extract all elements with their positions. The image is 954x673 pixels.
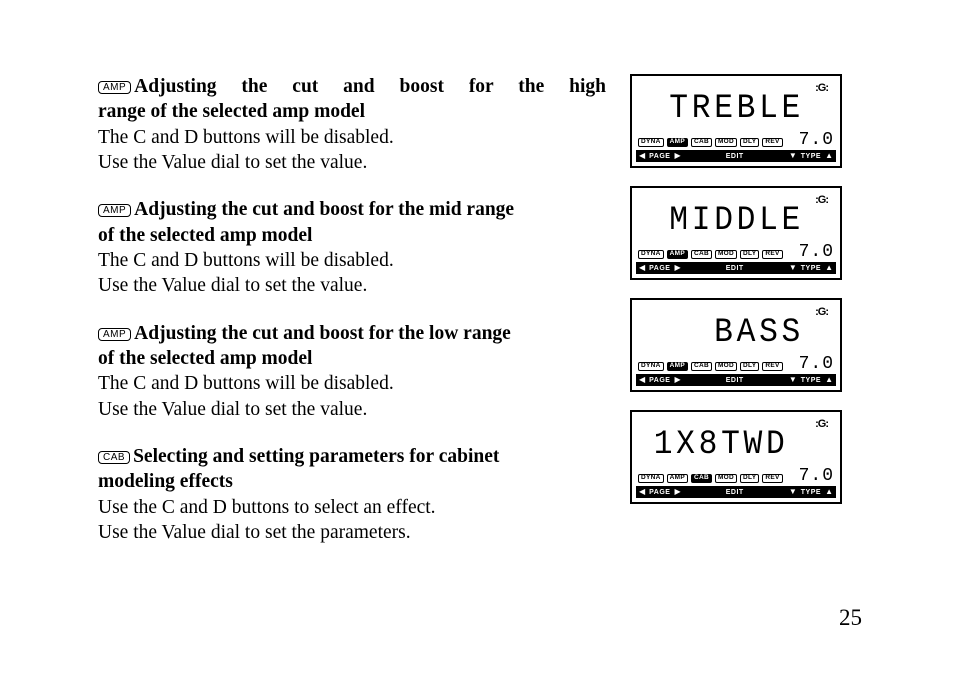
lcd-value: 7.0	[799, 466, 834, 486]
page-segment: ◀PAGE▶	[639, 264, 681, 272]
lcd-main-text: TREBLE	[646, 90, 804, 128]
lcd-chip: DYNA	[638, 362, 664, 372]
lcd-chip-row: DYNAAMPCABMODDLYREV	[638, 250, 800, 260]
lcd-chip-row: DYNAAMPCABMODDLYREV	[638, 138, 800, 148]
lcd-chip: REV	[762, 138, 782, 148]
lcd-chip: CAB	[691, 138, 712, 148]
lcd-main-text: MIDDLE	[646, 202, 804, 240]
section-heading: AMPAdjusting the cut and boost for the l…	[98, 321, 606, 372]
type-segment: ▼TYPE▲	[789, 264, 833, 272]
lcd-value: 7.0	[799, 242, 834, 262]
lcd-bottom-bar: ◀PAGE▶ EDIT ▼TYPE▲	[636, 262, 836, 274]
g-icon: :G:	[815, 194, 828, 206]
section-heading: AMPAdjusting the cut and boost for the m…	[98, 197, 606, 248]
lcd-chip: DYNA	[638, 474, 664, 484]
section-tag: AMP	[98, 204, 131, 217]
lcd-chip: DLY	[740, 362, 759, 372]
section-heading: CABSelecting and setting parameters for …	[98, 444, 606, 495]
section-tag: AMP	[98, 81, 131, 94]
section-body-line: Use the Value dial to set the parameters…	[98, 520, 606, 545]
edit-segment: EDIT	[723, 153, 747, 160]
lcd-chip: DYNA	[638, 138, 664, 148]
manual-section: AMPAdjusting the cut and boost for the l…	[98, 321, 606, 422]
lcd-bottom-bar: ◀PAGE▶ EDIT ▼TYPE▲	[636, 486, 836, 498]
lcd-chip: AMP	[667, 474, 688, 484]
edit-segment: EDIT	[723, 265, 747, 272]
g-icon: :G:	[815, 418, 828, 430]
lcd-value: 7.0	[799, 354, 834, 374]
section-body-line: Use the C and D buttons to select an eff…	[98, 495, 606, 520]
g-icon: :G:	[815, 306, 828, 318]
section-body-line: Use the Value dial to set the value.	[98, 397, 606, 422]
section-body-line: The C and D buttons will be disabled.	[98, 125, 606, 150]
page-segment: ◀PAGE▶	[639, 376, 681, 384]
lcd-chip-row: DYNAAMPCABMODDLYREV	[638, 474, 800, 484]
type-segment: ▼TYPE▲	[789, 488, 833, 496]
lcd-value: 7.0	[799, 130, 834, 150]
lcd-chip: AMP	[667, 138, 688, 148]
page-segment: ◀PAGE▶	[639, 152, 681, 160]
lcd-chip: MOD	[715, 362, 737, 372]
manual-section: AMPAdjusting the cut and boost for the m…	[98, 197, 606, 298]
type-segment: ▼TYPE▲	[789, 152, 833, 160]
lcd-main-text: BASS	[646, 314, 804, 352]
section-heading: AMPAdjusting the cut and boost for the h…	[98, 74, 606, 125]
text-column: AMPAdjusting the cut and boost for the h…	[98, 74, 606, 568]
lcd-bottom-bar: ◀PAGE▶ EDIT ▼TYPE▲	[636, 150, 836, 162]
lcd-chip: REV	[762, 250, 782, 260]
manual-section: AMPAdjusting the cut and boost for the h…	[98, 74, 606, 175]
lcd-chip: DLY	[740, 474, 759, 484]
section-tag: CAB	[98, 451, 130, 464]
section-body-line: Use the Value dial to set the value.	[98, 273, 606, 298]
type-segment: ▼TYPE▲	[789, 376, 833, 384]
section-body-line: The C and D buttons will be disabled.	[98, 371, 606, 396]
lcd-chip: DLY	[740, 138, 759, 148]
lcd-chip: REV	[762, 474, 782, 484]
section-tag: AMP	[98, 328, 131, 341]
lcd-chip: DLY	[740, 250, 759, 260]
edit-segment: EDIT	[723, 377, 747, 384]
page-segment: ◀PAGE▶	[639, 488, 681, 496]
lcd-chip: AMP	[667, 250, 688, 260]
lcd-chip: CAB	[691, 474, 712, 484]
lcd-chip: MOD	[715, 138, 737, 148]
page-number: 25	[839, 605, 862, 631]
lcd-column: :G:TREBLE7.0DYNAAMPCABMODDLYREV◀PAGE▶EDI…	[630, 74, 842, 568]
lcd-bottom-bar: ◀PAGE▶ EDIT ▼TYPE▲	[636, 374, 836, 386]
lcd-chip: MOD	[715, 250, 737, 260]
edit-segment: EDIT	[723, 489, 747, 496]
lcd-chip-row: DYNAAMPCABMODDLYREV	[638, 362, 800, 372]
manual-section: CABSelecting and setting parameters for …	[98, 444, 606, 545]
lcd-chip: CAB	[691, 250, 712, 260]
lcd-display: :G:BASS7.0DYNAAMPCABMODDLYREV◀PAGE▶EDIT▼…	[630, 298, 842, 392]
g-icon: :G:	[815, 82, 828, 94]
lcd-chip: DYNA	[638, 250, 664, 260]
lcd-display: :G:TREBLE7.0DYNAAMPCABMODDLYREV◀PAGE▶EDI…	[630, 74, 842, 168]
lcd-chip: CAB	[691, 362, 712, 372]
lcd-display: :G:MIDDLE7.0DYNAAMPCABMODDLYREV◀PAGE▶EDI…	[630, 186, 842, 280]
lcd-main-text: 1X8TWD	[654, 426, 789, 464]
section-body-line: Use the Value dial to set the value.	[98, 150, 606, 175]
lcd-chip: MOD	[715, 474, 737, 484]
page-content: AMPAdjusting the cut and boost for the h…	[98, 74, 858, 568]
lcd-chip: REV	[762, 362, 782, 372]
two-column-layout: AMPAdjusting the cut and boost for the h…	[98, 74, 858, 568]
lcd-display: :G:1X8TWD7.0DYNAAMPCABMODDLYREV◀PAGE▶EDI…	[630, 410, 842, 504]
section-body-line: The C and D buttons will be disabled.	[98, 248, 606, 273]
lcd-chip: AMP	[667, 362, 688, 372]
